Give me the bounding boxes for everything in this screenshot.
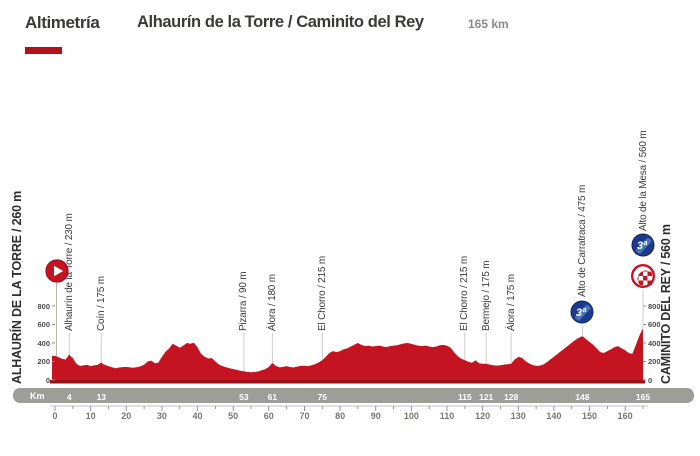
km-band-value: 53 xyxy=(239,391,249,402)
ruler-tick-label: 130 xyxy=(510,411,526,421)
waypoint-label: Alto de la Mesa / 560 m xyxy=(637,130,649,231)
svg-text:3ª: 3ª xyxy=(637,240,648,252)
waypoint-label: El Chorro / 215 m xyxy=(459,256,471,331)
y-axis-label: 800 xyxy=(648,301,661,311)
ruler-tick-label: 50 xyxy=(228,411,239,421)
elevation-area xyxy=(52,328,643,381)
waypoint-label: Bermejo / 175 m xyxy=(480,260,492,331)
brand-underline-bar xyxy=(25,47,62,54)
km-band-value: 121 xyxy=(479,391,494,402)
km-band-value: 128 xyxy=(504,391,519,402)
ruler-tick-label: 160 xyxy=(617,411,633,421)
y-axis-label: 800 xyxy=(37,301,50,311)
category-3-climb-icon: 3ª xyxy=(570,300,594,324)
y-axis-label: 0 xyxy=(45,375,50,385)
waypoint-label: El Chorro / 215 m xyxy=(316,256,328,331)
km-band-value: 148 xyxy=(575,391,590,402)
y-axis-label: 200 xyxy=(648,357,661,366)
km-band-value: 75 xyxy=(317,391,327,402)
km-band-value: 115 xyxy=(457,391,472,402)
y-axis-label: 400 xyxy=(648,338,661,348)
finish-checkered-icon xyxy=(631,264,655,288)
stage-title: Alhaurín de la Torre / Caminito del Rey xyxy=(137,13,424,31)
waypoint-label: Alto de Carratraca / 475 m xyxy=(576,184,588,297)
ruler-tick-label: 10 xyxy=(85,411,96,421)
km-band-unit-label: Km xyxy=(30,391,45,401)
km-band-value: 165 xyxy=(635,391,651,402)
ruler-tick-label: 20 xyxy=(121,411,132,421)
category-3-climb-icon: 3ª xyxy=(631,233,655,257)
y-axis-label: 600 xyxy=(648,320,661,329)
ruler-tick-label: 100 xyxy=(403,411,419,421)
stage-distance: 165 km xyxy=(468,17,509,31)
waypoint-label: Álora / 180 m xyxy=(266,274,278,331)
start-icon xyxy=(45,259,69,283)
ruler-tick-label: 0 xyxy=(52,411,58,421)
km-band-value: 13 xyxy=(96,391,107,402)
waypoint-label: Coín / 175 m xyxy=(95,276,107,331)
start-location-label: ALHAURÍN DE LA TORRE / 260 m xyxy=(10,190,24,384)
ruler-tick-label: 140 xyxy=(546,411,562,421)
ruler-tick-label: 80 xyxy=(335,411,346,421)
baseline-strip xyxy=(50,380,645,384)
y-axis-label: 0 xyxy=(648,375,653,385)
page-title: Altimetría xyxy=(25,13,100,32)
y-axis-label: 600 xyxy=(37,320,50,329)
km-band-value: 4 xyxy=(66,391,72,402)
ruler-tick-label: 40 xyxy=(192,411,203,421)
ruler-tick-label: 110 xyxy=(439,411,455,421)
y-axis-label: 400 xyxy=(37,338,50,348)
ruler-tick-label: 70 xyxy=(299,411,310,421)
finish-location-label: CAMINITO DEL REY / 560 m xyxy=(659,224,673,384)
ruler-tick-label: 120 xyxy=(475,411,491,421)
ruler-tick-label: 90 xyxy=(370,411,381,421)
svg-text:3ª: 3ª xyxy=(576,307,587,319)
ruler-tick-label: 30 xyxy=(156,411,167,421)
y-axis-label: 200 xyxy=(37,357,50,366)
km-band xyxy=(13,388,694,403)
waypoint-label: Pizarra / 90 m xyxy=(238,271,250,331)
ruler-tick-label: 60 xyxy=(263,411,274,421)
waypoint-label: Álora / 175 m xyxy=(505,274,517,331)
km-band-value: 61 xyxy=(267,391,278,402)
ruler-tick-label: 150 xyxy=(582,411,598,421)
